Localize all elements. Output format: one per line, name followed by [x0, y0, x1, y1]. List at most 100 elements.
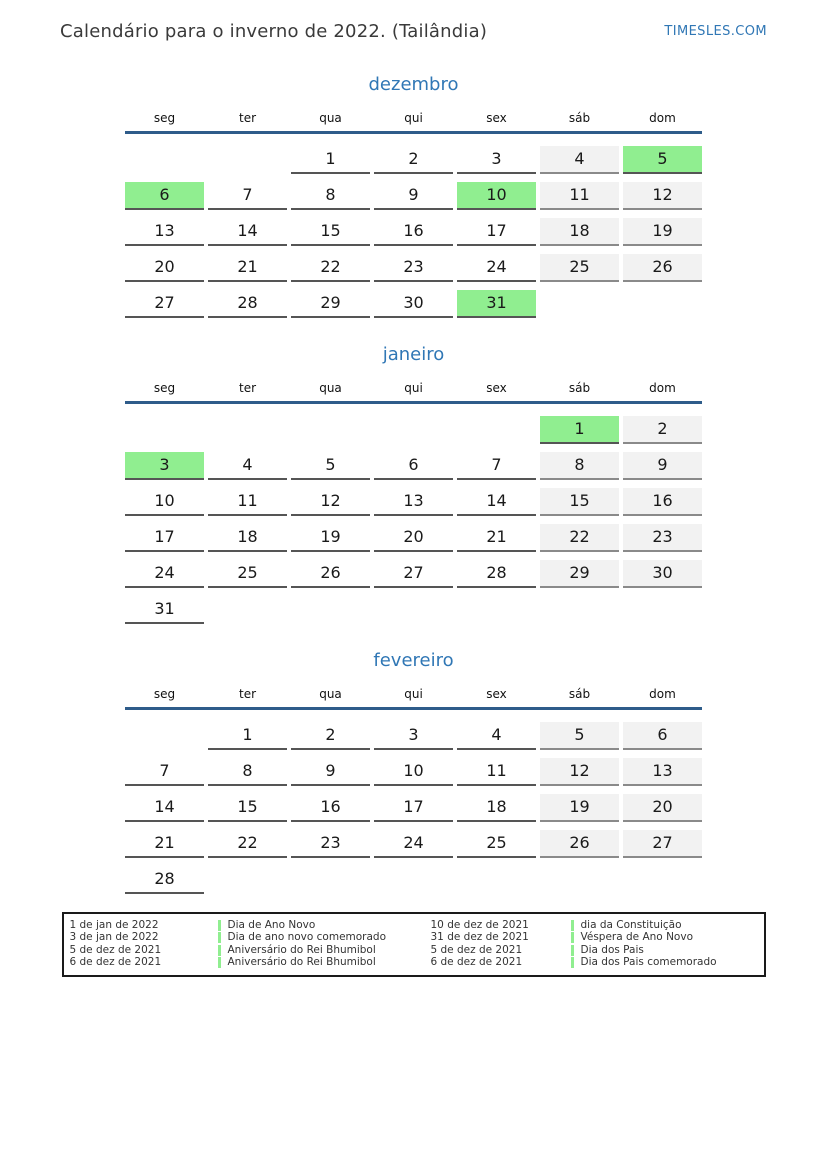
day-cell: 3: [457, 146, 536, 174]
weekday-underline: [125, 401, 702, 404]
day-cell: 29: [540, 560, 619, 588]
weekday-label: sex: [486, 381, 507, 395]
day-cell: 12: [540, 758, 619, 786]
day-cell: 8: [208, 758, 287, 786]
empty-cell: [623, 596, 702, 624]
day-cell: 27: [374, 560, 453, 588]
day-cell: 26: [623, 254, 702, 282]
day-cell: 4: [540, 146, 619, 174]
weekday-label: qua: [319, 687, 342, 701]
page-title: Calendário para o inverno de 2022. (Tail…: [60, 21, 488, 42]
legend-holiday-name: Aniversário do Rei Bhumibol: [227, 956, 376, 969]
legend-date: 5 de dez de 2021: [69, 943, 162, 956]
day-cell: 17: [125, 524, 204, 552]
legend-date: 6 de dez de 2021: [69, 956, 162, 969]
weekday-label: seg: [153, 687, 176, 701]
weekday-label: qua: [319, 111, 342, 125]
day-cell: 28: [125, 866, 204, 894]
legend-entry: Dia de ano novo comemorado: [217, 931, 431, 943]
month-title: dezembro: [368, 74, 459, 95]
day-cell: 30: [374, 290, 453, 318]
empty-cell: [540, 866, 619, 894]
day-cell: 2: [623, 416, 702, 444]
day-cell: 20: [374, 524, 453, 552]
day-cell: 6: [623, 722, 702, 750]
day-cell: 14: [125, 794, 204, 822]
empty-cell: [291, 416, 370, 444]
day-cell: 17: [457, 218, 536, 246]
legend-date: 3 de jan de 2022: [69, 931, 159, 944]
weekday-label: seg: [153, 381, 176, 395]
weekday-label: dom: [649, 111, 676, 125]
day-cell: 13: [623, 758, 702, 786]
day-cell: 23: [374, 254, 453, 282]
weekday-label: qui: [404, 381, 423, 395]
day-cell: 13: [374, 488, 453, 516]
day-cell: 5: [540, 722, 619, 750]
day-cell: 10: [457, 182, 536, 210]
weekday-label: sex: [486, 687, 507, 701]
empty-cell: [623, 290, 702, 318]
legend-entry: dia da Constituição: [570, 919, 758, 931]
day-cell: 20: [623, 794, 702, 822]
empty-cell: [208, 416, 287, 444]
empty-cell: [457, 866, 536, 894]
day-cell: 18: [540, 218, 619, 246]
legend-holiday-name: Véspera de Ano Novo: [580, 931, 694, 944]
day-cell: 15: [540, 488, 619, 516]
legend-date: 1 de jan de 2022: [69, 919, 159, 931]
legend-date: 6 de dez de 2021: [430, 956, 523, 969]
day-cell: 16: [374, 218, 453, 246]
day-cell: 2: [291, 722, 370, 750]
holiday-legend: 1 de jan de 2022 Dia de Ano Novo 10 de dez…: [61, 912, 766, 977]
weekday-label: seg: [153, 111, 176, 125]
weekday-label: dom: [649, 381, 676, 395]
day-cell: 16: [623, 488, 702, 516]
month-fevereiro: fevereiro seg ter qua qui sex sáb dom 1 2 3 4 5 6 7 8 9 1…: [125, 650, 702, 894]
weekday-label: dom: [649, 687, 676, 701]
day-cell: 28: [208, 290, 287, 318]
day-cell: 1: [208, 722, 287, 750]
empty-cell: [457, 416, 536, 444]
day-cell: 18: [457, 794, 536, 822]
empty-cell: [125, 146, 204, 174]
day-cell: 11: [208, 488, 287, 516]
calendar-months: dezembro seg ter qua qui sex sáb dom 1 2 3 4 5 6 7 8 9 10…: [125, 74, 702, 894]
empty-cell: [457, 596, 536, 624]
day-cell: 27: [125, 290, 204, 318]
legend-date: 31 de dez de 2021: [430, 931, 529, 944]
day-cell: 14: [457, 488, 536, 516]
day-cell: 25: [540, 254, 619, 282]
holiday-color-bar-icon: [217, 919, 221, 931]
weekday-label: ter: [238, 381, 257, 395]
weekday-label: qui: [404, 687, 423, 701]
day-cell: 26: [291, 560, 370, 588]
day-cell: 12: [291, 488, 370, 516]
day-cell: 21: [208, 254, 287, 282]
empty-cell: [125, 416, 204, 444]
day-cell: 19: [623, 218, 702, 246]
legend-holiday-name: Dia de Ano Novo: [227, 919, 316, 931]
day-cell: 15: [208, 794, 287, 822]
day-cell: 21: [457, 524, 536, 552]
day-cell: 9: [291, 758, 370, 786]
day-cell: 10: [125, 488, 204, 516]
day-cell: 5: [623, 146, 702, 174]
empty-cell: [623, 866, 702, 894]
day-cell: 17: [374, 794, 453, 822]
day-cell: 7: [208, 182, 287, 210]
day-cell: 25: [208, 560, 287, 588]
weekday-label: sex: [486, 111, 507, 125]
legend-holiday-name: Aniversário do Rei Bhumibol: [227, 943, 376, 956]
day-cell: 5: [291, 452, 370, 480]
month-title: janeiro: [382, 344, 445, 365]
day-cell: 14: [208, 218, 287, 246]
day-cell: 25: [457, 830, 536, 858]
site-link[interactable]: TIMESLES.COM: [664, 24, 767, 39]
day-cell: 4: [208, 452, 287, 480]
holiday-color-bar-icon: [217, 956, 221, 968]
day-cell: 29: [291, 290, 370, 318]
weekday-label: ter: [238, 687, 257, 701]
empty-cell: [540, 290, 619, 318]
day-cell: 13: [125, 218, 204, 246]
